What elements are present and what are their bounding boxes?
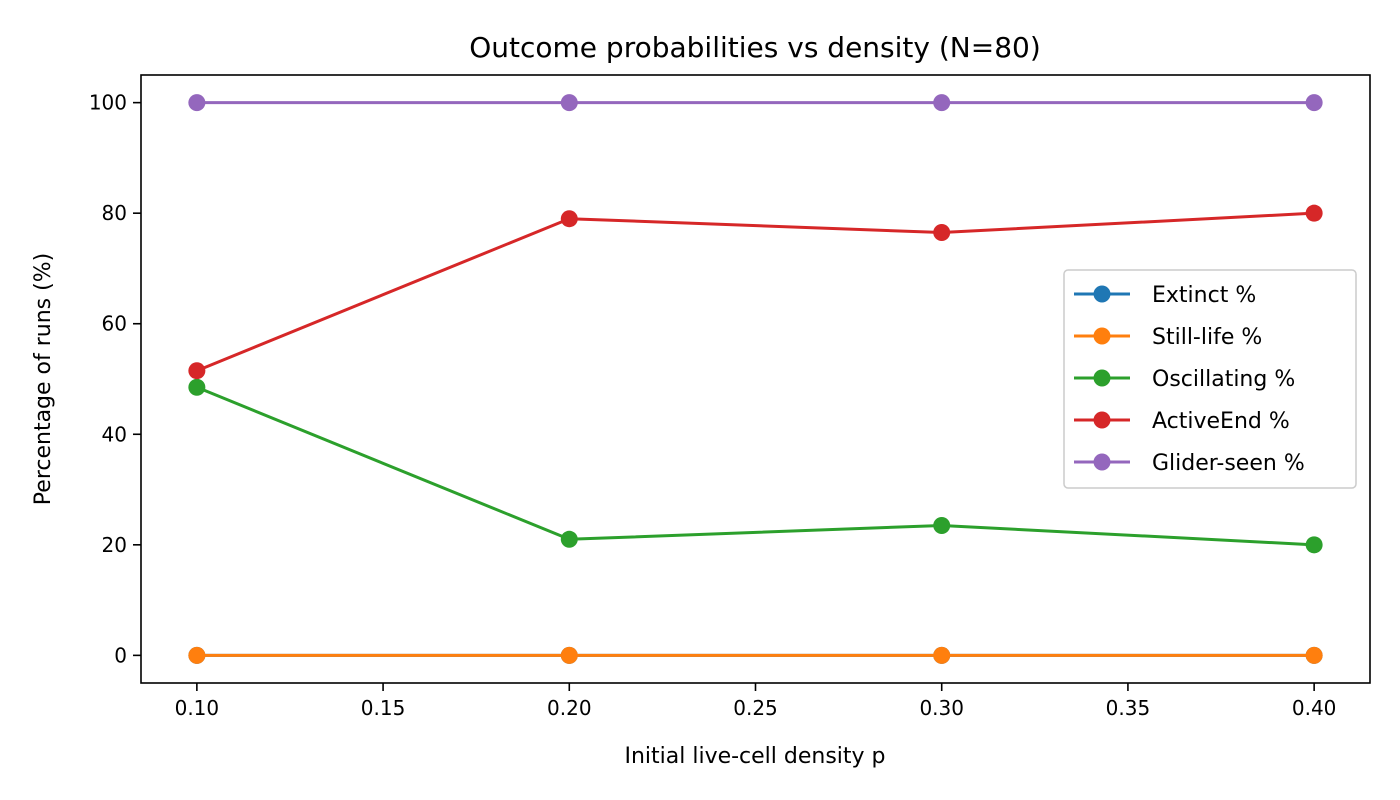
series-3 (188, 204, 1323, 380)
data-point (1305, 646, 1323, 664)
x-axis-label: Initial live-cell density p (624, 744, 885, 769)
legend-marker (1093, 369, 1111, 387)
series-4 (188, 94, 1323, 112)
y-tick-label: 80 (102, 201, 127, 225)
legend-marker (1093, 285, 1111, 303)
data-point (560, 646, 578, 664)
series-line (196, 211, 1315, 373)
data-point (188, 94, 206, 112)
legend-entry: ActiveEnd % (1074, 409, 1290, 434)
y-tick-label: 0 (114, 643, 127, 667)
x-tick-label: 0.40 (1292, 696, 1337, 720)
data-point (933, 516, 951, 534)
legend-items: Extinct % Still-life % Oscillating % Active… (1074, 283, 1305, 476)
legend-marker (1093, 453, 1111, 471)
y-tick-label: 40 (102, 422, 127, 446)
plot-area (140, 74, 1371, 684)
data-point (1305, 94, 1323, 112)
x-tick-label: 0.15 (361, 696, 406, 720)
x-tick-label: 0.10 (175, 696, 220, 720)
x-tick-label: 0.35 (1106, 696, 1151, 720)
data-point (933, 646, 951, 664)
legend-entry: Glider-seen % (1074, 451, 1305, 476)
legend-entry: Extinct % (1074, 283, 1256, 308)
legend: Extinct % Still-life % Oscillating % Active… (1063, 269, 1357, 489)
y-tick-label: 60 (102, 312, 127, 336)
x-tick-label: 0.25 (733, 696, 778, 720)
legend-entry: Still-life % (1074, 325, 1262, 350)
data-point (560, 530, 578, 548)
legend-marker (1093, 327, 1111, 345)
data-point (933, 224, 951, 242)
legend-marker (1093, 411, 1111, 429)
legend-label: ActiveEnd % (1152, 409, 1290, 434)
data-point (188, 646, 206, 664)
data-point (933, 94, 951, 112)
data-point (1305, 204, 1323, 222)
y-axis-label: Percentage of runs (%) (31, 253, 56, 505)
y-tick-label: 20 (102, 533, 127, 557)
series-1 (188, 646, 1323, 664)
x-axis: 0.10 0.15 0.20 0.25 0.30 0.35 0.40 (175, 683, 1337, 720)
series-line (196, 385, 1315, 547)
series-2 (188, 378, 1323, 554)
data-point (560, 94, 578, 112)
data-point (188, 362, 206, 380)
data-point (560, 210, 578, 228)
legend-label: Still-life % (1152, 325, 1262, 350)
series-layer (188, 94, 1323, 664)
chart-title: Outcome probabilities vs density (N=80) (469, 31, 1041, 64)
y-tick-label: 100 (89, 91, 127, 115)
data-point (188, 378, 206, 396)
legend-label: Glider-seen % (1152, 451, 1305, 476)
y-axis: 0 20 40 60 80 100 (89, 91, 141, 667)
legend-box (1063, 269, 1357, 489)
data-point (1305, 536, 1323, 554)
legend-entry: Oscillating % (1074, 367, 1295, 392)
x-tick-label: 0.30 (919, 696, 964, 720)
x-tick-label: 0.20 (547, 696, 592, 720)
legend-label: Oscillating % (1152, 367, 1295, 392)
legend-label: Extinct % (1152, 283, 1256, 308)
